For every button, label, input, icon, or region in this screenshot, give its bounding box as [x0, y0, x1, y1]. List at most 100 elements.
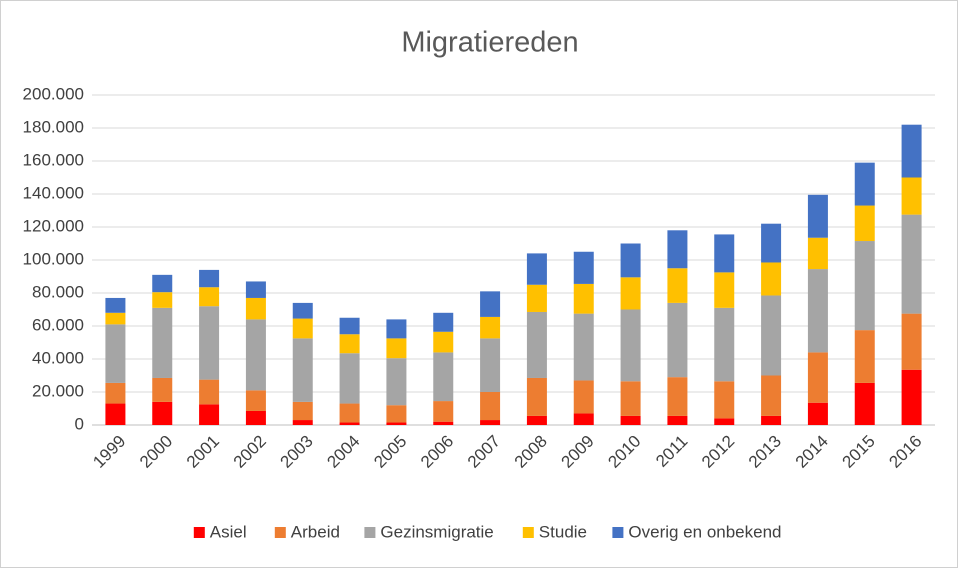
bar-segment	[667, 268, 688, 303]
y-tick-label: 140.000	[23, 183, 84, 202]
y-tick-label: 20.000	[32, 381, 84, 400]
bar-segment	[339, 353, 360, 404]
y-tick-label: 120.000	[23, 216, 84, 235]
bar-segment	[667, 230, 688, 269]
bar-segment	[199, 379, 220, 405]
bar-segment	[433, 312, 454, 332]
bar-segment	[526, 284, 547, 312]
bar-segment	[199, 306, 220, 380]
bar-segment	[480, 291, 501, 317]
bar-segment	[433, 421, 454, 425]
bar-segment	[339, 403, 360, 423]
bar-segment	[807, 352, 828, 403]
bar-segment	[105, 297, 126, 313]
bar-segment	[480, 392, 501, 421]
bar-segment	[152, 377, 173, 402]
bar-segment	[152, 307, 173, 378]
bar-segment	[105, 312, 126, 325]
bar-segment	[292, 318, 313, 339]
bar-segment	[854, 241, 875, 331]
bar-segment	[714, 307, 735, 382]
bar-segment	[480, 316, 501, 339]
legend-swatch	[522, 527, 534, 538]
bar-segment	[152, 292, 173, 308]
bar-segment	[667, 415, 688, 425]
legend-label: Asiel	[210, 522, 247, 541]
bar-segment	[386, 358, 407, 406]
bar-segment	[245, 297, 266, 320]
bar-segment	[199, 269, 220, 288]
legend-label: Overig en onbekend	[628, 522, 781, 541]
chart-title: Migratiereden	[401, 27, 578, 59]
legend-label: Arbeid	[291, 522, 340, 541]
bar-segment	[573, 380, 594, 414]
bar-segment	[199, 287, 220, 307]
bar-segment	[386, 319, 407, 339]
bar-segment	[714, 272, 735, 308]
legend-label: Gezinsmigratie	[380, 522, 493, 541]
legend-swatch	[274, 527, 286, 538]
legend-swatch	[193, 527, 205, 538]
bar-segment	[245, 390, 266, 411]
bar-segment	[526, 311, 547, 378]
bar-segment	[105, 324, 126, 383]
y-tick-label: 80.000	[32, 282, 84, 301]
legend-label: Studie	[539, 522, 587, 541]
y-tick-label: 100.000	[23, 249, 84, 268]
bar-segment	[854, 205, 875, 242]
bar-segment	[901, 313, 922, 370]
bar-segment	[339, 422, 360, 425]
bar-segment	[761, 415, 782, 425]
bar-segment	[152, 401, 173, 425]
y-tick-label: 180.000	[23, 117, 84, 136]
bar-segment	[292, 302, 313, 319]
bar-segment	[573, 413, 594, 425]
bar-segment	[807, 269, 828, 353]
bar-segment	[901, 124, 922, 178]
bar-segment	[620, 415, 641, 425]
bar-segment	[761, 223, 782, 263]
bar-segment	[667, 377, 688, 416]
bar-segment	[667, 302, 688, 378]
bar-segment	[573, 283, 594, 314]
bar-segment	[526, 377, 547, 416]
bar-segment	[152, 274, 173, 293]
bar-segment	[714, 381, 735, 419]
bar-segment	[807, 237, 828, 270]
bar-segment	[292, 338, 313, 402]
bar-segment	[901, 177, 922, 215]
bar-segment	[105, 382, 126, 404]
bar-segment	[573, 251, 594, 284]
bar-segment	[807, 194, 828, 238]
bar-segment	[105, 403, 126, 425]
bar-segment	[292, 420, 313, 425]
bar-segment	[386, 405, 407, 423]
bar-segment	[199, 404, 220, 425]
bar-segment	[292, 401, 313, 421]
legend-swatch	[364, 527, 376, 538]
bar-segment	[526, 253, 547, 285]
bar-segment	[245, 281, 266, 298]
bar-segment	[901, 214, 922, 314]
bar-segment	[386, 422, 407, 425]
bar-segment	[620, 277, 641, 310]
bar-segment	[386, 338, 407, 359]
bar-segment	[620, 309, 641, 382]
bar-segment	[714, 418, 735, 425]
bar-segment	[761, 262, 782, 296]
bar-segment	[761, 375, 782, 416]
bar-segment	[433, 331, 454, 353]
bar-segment	[620, 381, 641, 416]
bar-segment	[854, 330, 875, 383]
legend-swatch	[612, 527, 624, 538]
bar-segment	[480, 338, 501, 392]
bar-segment	[573, 313, 594, 381]
bar-segment	[339, 317, 360, 335]
bar-segment	[901, 369, 922, 425]
bar-segment	[245, 410, 266, 425]
y-tick-label: 160.000	[23, 150, 84, 169]
bar-segment	[807, 402, 828, 425]
y-tick-label: 60.000	[32, 315, 84, 334]
y-tick-label: 0	[75, 414, 84, 433]
